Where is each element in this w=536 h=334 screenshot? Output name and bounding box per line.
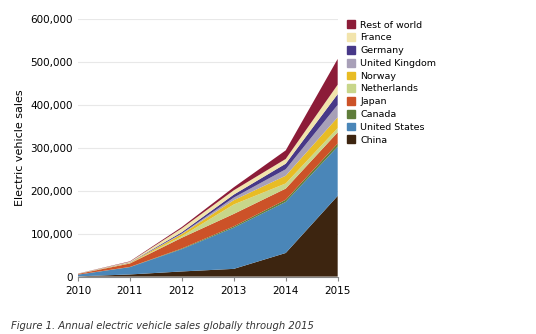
Text: Figure 1. Annual electric vehicle sales globally through 2015: Figure 1. Annual electric vehicle sales … <box>11 321 314 331</box>
Y-axis label: Electric vehicle sales: Electric vehicle sales <box>15 90 25 206</box>
Legend: Rest of world, France, Germany, United Kingdom, Norway, Netherlands, Japan, Cana: Rest of world, France, Germany, United K… <box>345 19 438 146</box>
